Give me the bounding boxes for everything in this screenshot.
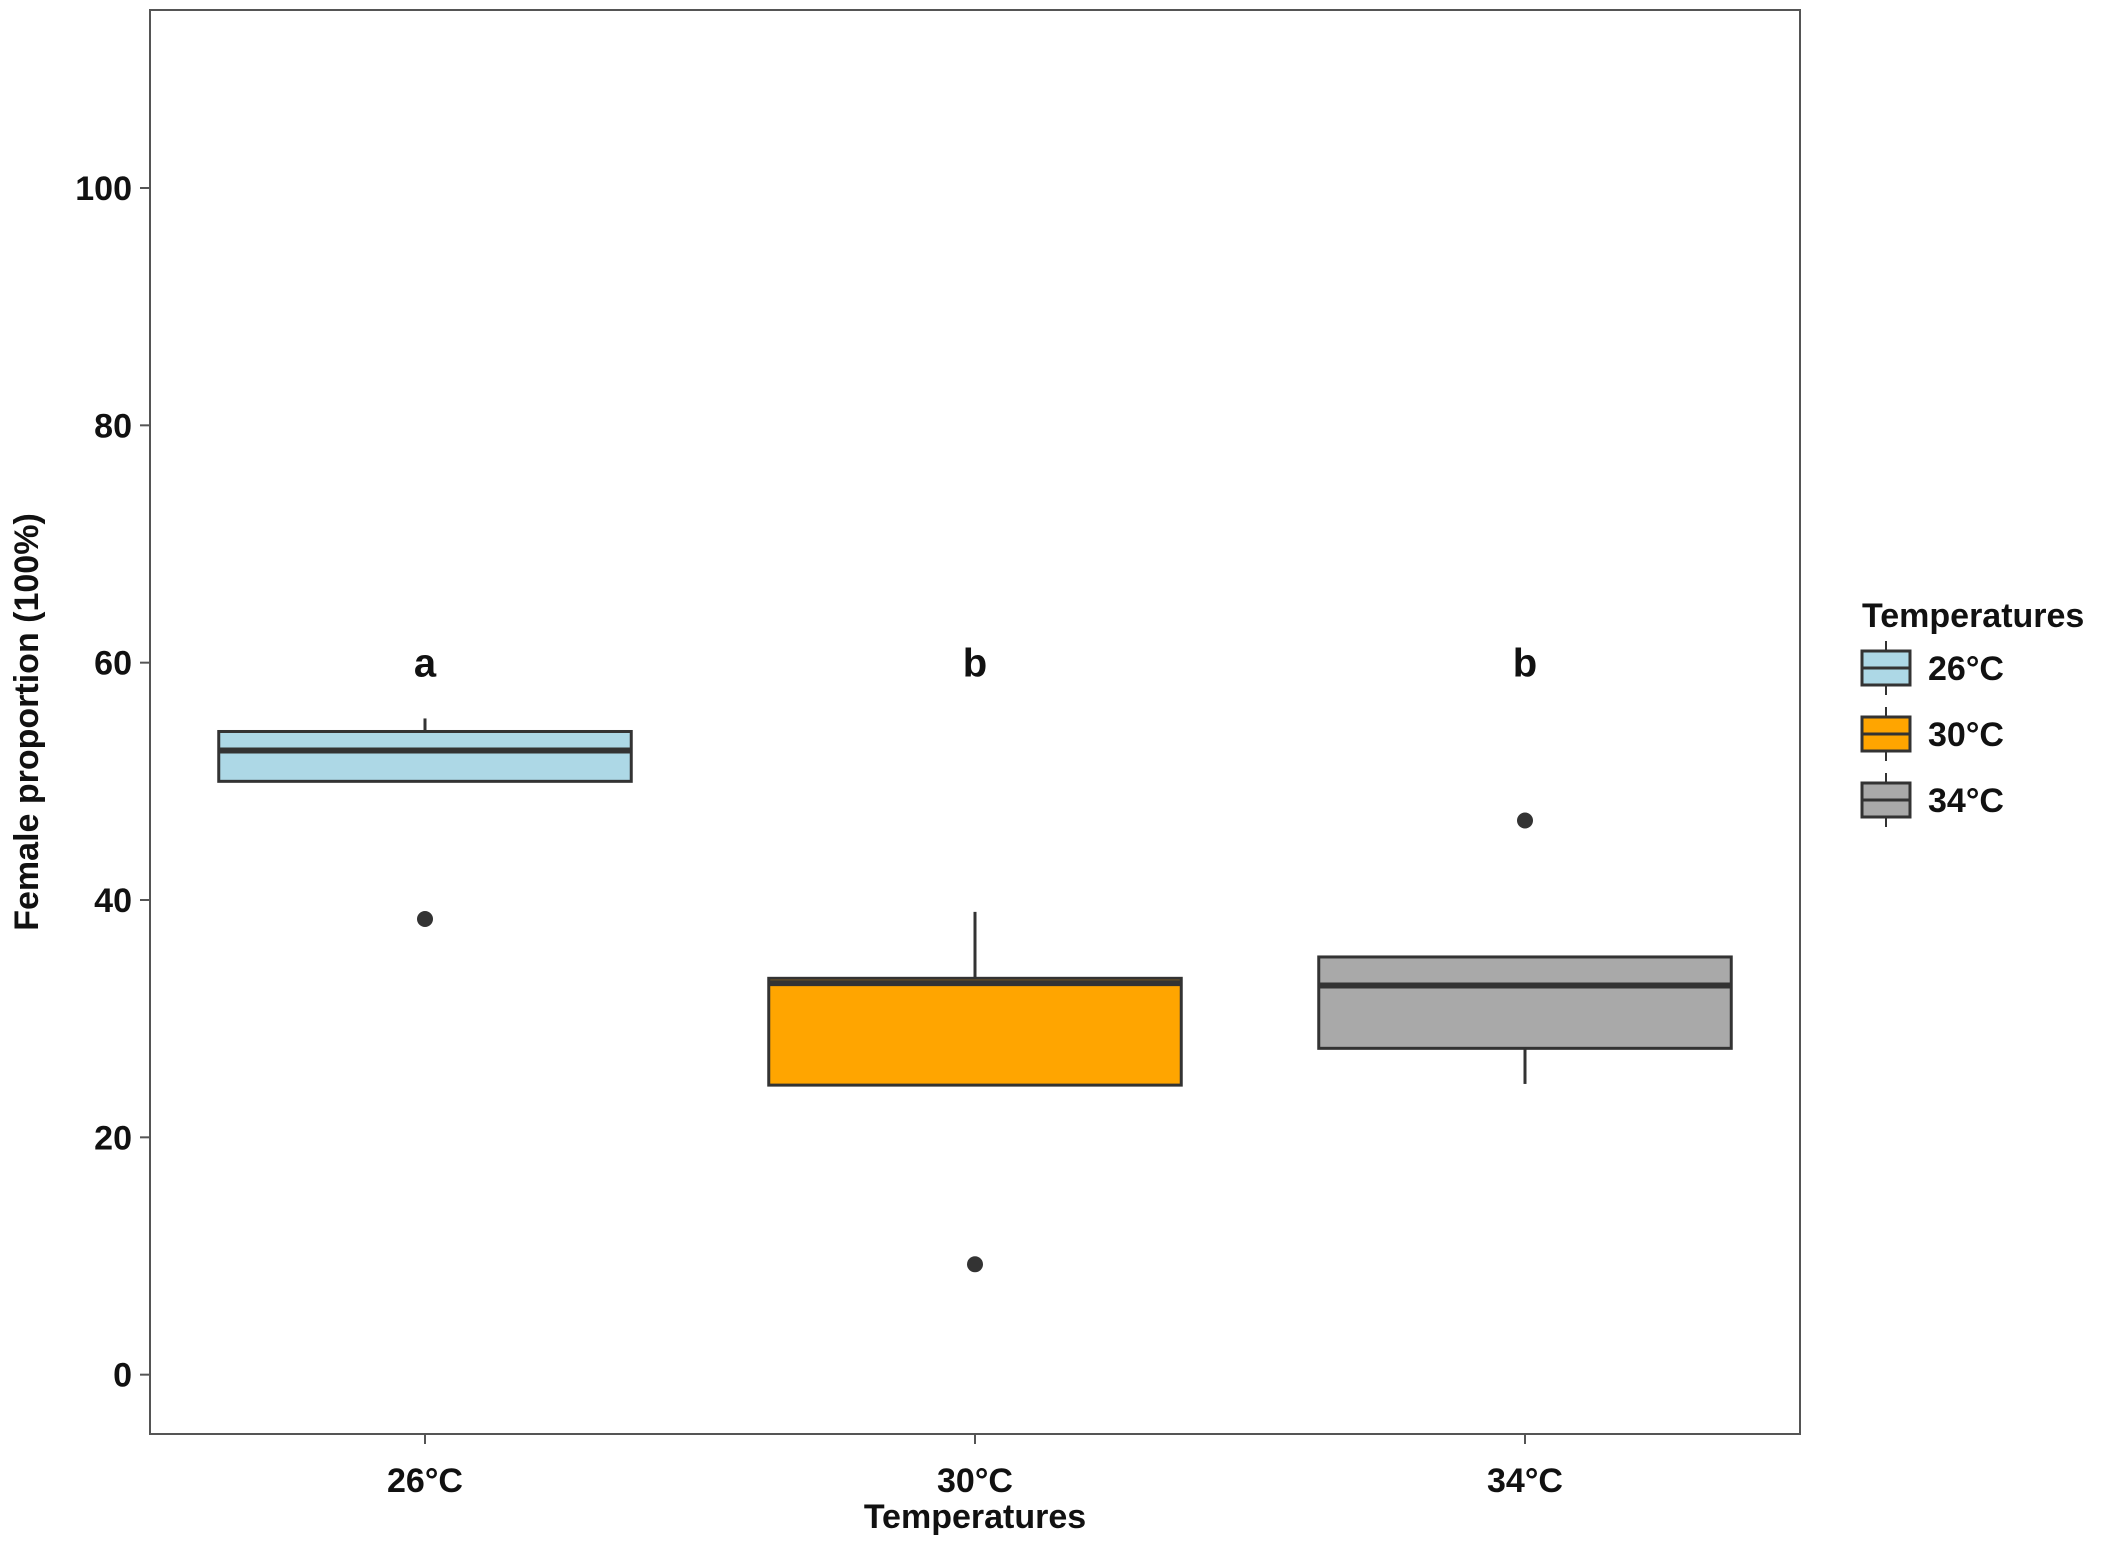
outlier-point: [967, 1256, 983, 1273]
box-group-2: b: [767, 642, 1183, 1273]
significance-label: b: [1513, 642, 1537, 686]
significance-label: a: [414, 642, 437, 686]
box-iqr: [767, 976, 1183, 1087]
legend-entry-2: 30°C: [1860, 707, 2004, 761]
plot-panel: [149, 9, 1801, 1435]
plot-layer: 0 20 40 60 80 100 26°C 30°C 34°C a b b: [75, 170, 1733, 1500]
y-tick-label: 40: [94, 882, 132, 920]
legend: Temperatures 26°C 30°C 34°C: [1860, 597, 2084, 827]
x-tick-label: 34°C: [1487, 1462, 1563, 1500]
box-iqr: [1317, 955, 1733, 1050]
box-group-3: b: [1317, 642, 1733, 1084]
outlier-point: [1517, 812, 1533, 829]
y-tick-label: 0: [113, 1357, 132, 1395]
legend-label: 30°C: [1928, 716, 2004, 754]
legend-label: 26°C: [1928, 650, 2004, 688]
y-tick-label: 100: [75, 170, 132, 208]
y-tick-label: 60: [94, 645, 132, 683]
significance-label: b: [963, 642, 987, 686]
x-tick-label: 26°C: [387, 1462, 463, 1500]
y-tick-label: 20: [94, 1119, 132, 1157]
y-axis-title: Female proportion (100%): [8, 513, 46, 931]
box-group-1: a: [217, 642, 633, 927]
legend-entry-1: 26°C: [1860, 641, 2004, 695]
legend-entry-3: 34°C: [1860, 773, 2004, 827]
x-tick-label: 30°C: [937, 1462, 1013, 1500]
legend-title: Temperatures: [1862, 597, 2084, 635]
outlier-point: [417, 910, 433, 927]
box-iqr: [217, 729, 633, 783]
legend-label: 34°C: [1928, 782, 2004, 820]
y-tick-label: 80: [94, 407, 132, 445]
x-axis-title: Temperatures: [864, 1498, 1086, 1536]
